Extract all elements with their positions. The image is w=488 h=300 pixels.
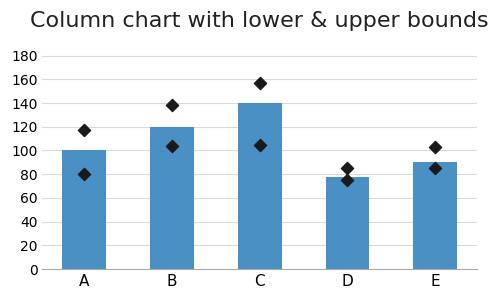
Point bbox=[431, 145, 439, 149]
Point bbox=[168, 103, 176, 108]
Bar bbox=[238, 103, 282, 269]
Point bbox=[168, 143, 176, 148]
Point bbox=[431, 166, 439, 171]
Bar bbox=[413, 162, 457, 269]
Point bbox=[256, 80, 264, 85]
Title: Column chart with lower & upper bounds: Column chart with lower & upper bounds bbox=[30, 11, 488, 31]
Point bbox=[344, 178, 351, 182]
Point bbox=[344, 166, 351, 171]
Point bbox=[80, 172, 88, 177]
Bar bbox=[325, 177, 369, 269]
Point bbox=[256, 142, 264, 147]
Bar bbox=[150, 127, 194, 269]
Point bbox=[80, 128, 88, 133]
Bar bbox=[62, 151, 106, 269]
